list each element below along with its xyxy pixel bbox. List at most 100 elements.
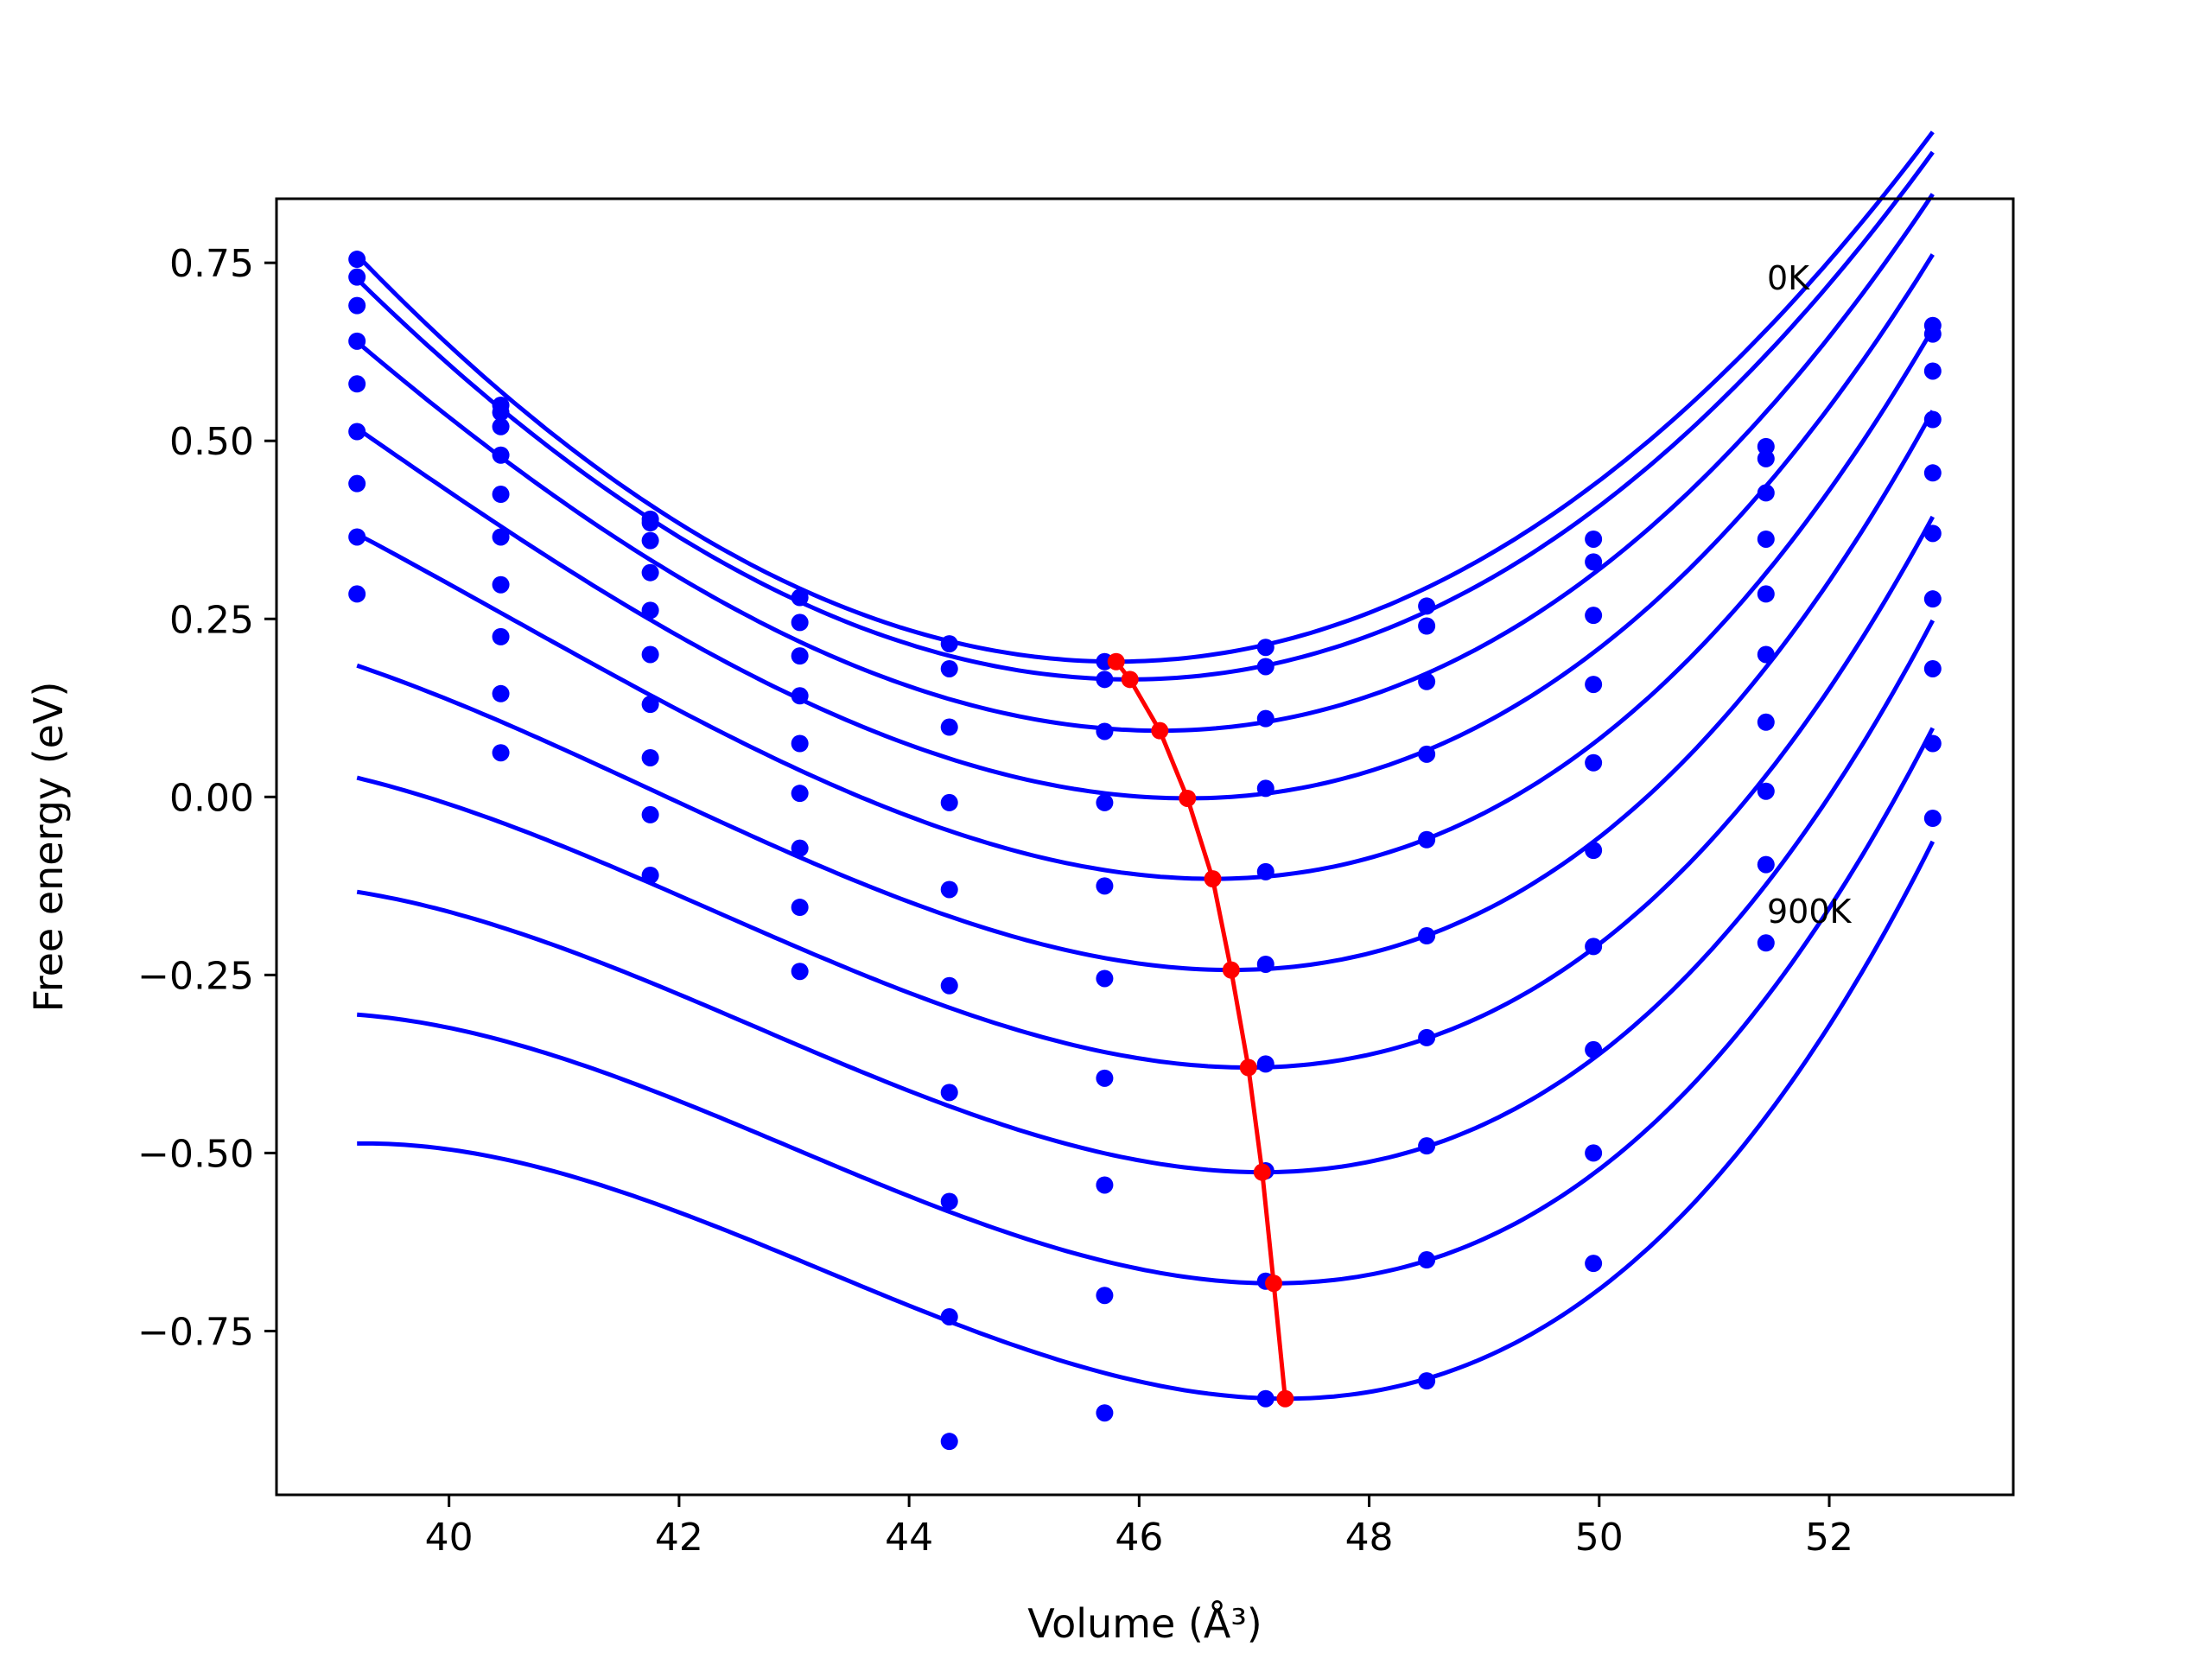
- data-point-s8-x3: [641, 748, 659, 766]
- data-point-s6-x3: [641, 645, 659, 664]
- fit-curve-2: [355, 150, 1935, 682]
- data-point-s9-x4: [791, 963, 809, 981]
- data-point-s8-x1: [348, 528, 366, 546]
- data-point-s5-x10: [1757, 585, 1775, 603]
- data-point-s6-x1: [348, 423, 366, 441]
- data-point-s9-x5: [940, 1307, 958, 1325]
- equilibrium-point-3: [1151, 721, 1169, 740]
- x-tick-label: 46: [1115, 1516, 1163, 1560]
- x-axis-label: Volume (Å³): [1027, 1600, 1262, 1647]
- equilibrium-path-line: [1114, 660, 1287, 1399]
- fit-curve-10: [357, 840, 1936, 1402]
- data-point-s10-x11: [1923, 810, 1942, 828]
- equilibrium-point-2: [1121, 671, 1139, 689]
- y-tick-label: −0.75: [137, 1310, 254, 1354]
- fit-curve-1: [355, 130, 1935, 664]
- data-point-s3-x8: [1418, 672, 1436, 690]
- data-point-s2-x10: [1757, 449, 1775, 467]
- data-point-s9-x3: [641, 805, 659, 823]
- data-point-s9-x6: [1096, 1287, 1114, 1305]
- data-point-s9-x9: [1585, 1144, 1603, 1162]
- data-point-s5-x8: [1418, 830, 1436, 849]
- data-point-s6-x9: [1585, 842, 1603, 860]
- data-point-s5-x5: [940, 880, 958, 899]
- y-tick-label: 0.25: [169, 598, 254, 642]
- data-point-s9-x2: [492, 684, 510, 702]
- data-point-s10-x3: [641, 866, 659, 884]
- data-point-s4-x5: [940, 793, 958, 811]
- data-point-s2-x6: [1096, 671, 1114, 689]
- data-point-s5-x7: [1256, 862, 1274, 880]
- data-point-s3-x11: [1923, 362, 1942, 380]
- data-point-s1-x5: [940, 635, 958, 653]
- data-point-s10-x2: [492, 744, 510, 762]
- fit-curve-3: [355, 193, 1935, 734]
- fit-curve-5: [356, 327, 1935, 881]
- data-point-s5-x6: [1096, 877, 1114, 895]
- data-point-s3-x2: [492, 417, 510, 435]
- equilibrium-point-4: [1179, 789, 1197, 807]
- data-point-s5-x9: [1585, 753, 1603, 772]
- data-point-s6-x10: [1757, 645, 1775, 664]
- data-point-s8-x8: [1418, 1137, 1436, 1155]
- data-point-s7-x1: [348, 474, 366, 493]
- data-point-s7-x4: [791, 839, 809, 857]
- data-point-s4-x11: [1923, 410, 1942, 429]
- equilibrium-point-10: [1276, 1389, 1294, 1408]
- equilibrium-point-9: [1265, 1274, 1283, 1293]
- data-point-s7-x9: [1585, 938, 1603, 956]
- data-point-s8-x10: [1757, 782, 1775, 800]
- data-point-s4-x6: [1096, 793, 1114, 811]
- fit-curve-9: [357, 727, 1936, 1286]
- data-point-s4-x3: [641, 563, 659, 582]
- data-point-s3-x7: [1256, 709, 1274, 728]
- plot-frame: [275, 197, 2015, 1497]
- data-point-s1-x1: [348, 251, 366, 269]
- data-point-s10-x8: [1418, 1372, 1436, 1390]
- data-point-s8-x2: [492, 627, 510, 645]
- data-point-s3-x3: [641, 531, 659, 550]
- data-point-s7-x8: [1418, 1028, 1436, 1046]
- data-point-s1-x4: [791, 588, 809, 607]
- fit-curve-8: [356, 619, 1936, 1175]
- data-point-s7-x7: [1256, 1055, 1274, 1073]
- data-point-s4-x2: [492, 446, 510, 464]
- data-point-s6-x4: [791, 785, 809, 803]
- data-point-s6-x8: [1418, 927, 1436, 945]
- data-point-s2-x5: [940, 659, 958, 677]
- data-point-s6-x5: [940, 976, 958, 995]
- data-point-s2-x1: [348, 268, 366, 286]
- data-point-s3-x9: [1585, 607, 1603, 625]
- data-point-s7-x6: [1096, 1069, 1114, 1087]
- data-point-s5-x3: [641, 601, 659, 620]
- data-point-s3-x6: [1096, 722, 1114, 741]
- data-point-s4-x7: [1256, 779, 1274, 798]
- data-point-s9-x11: [1923, 734, 1942, 753]
- data-point-s10-x7: [1256, 1389, 1274, 1408]
- data-point-s9-x1: [348, 585, 366, 603]
- y-tick-label: 0.50: [169, 420, 254, 464]
- data-point-s1-x8: [1418, 597, 1436, 615]
- x-tick-label: 44: [885, 1516, 933, 1560]
- data-point-s4-x1: [348, 332, 366, 350]
- y-axis-label: Free energy (eV): [25, 682, 72, 1013]
- data-point-s8-x4: [791, 899, 809, 917]
- data-point-s2-x8: [1418, 617, 1436, 635]
- y-tick-label: 0.00: [169, 776, 254, 820]
- data-point-s4-x10: [1757, 530, 1775, 548]
- data-point-s4-x9: [1585, 676, 1603, 694]
- fit-curve-4: [355, 253, 1935, 801]
- data-point-s10-x10: [1757, 934, 1775, 952]
- fit-curve-7: [356, 515, 1935, 1070]
- data-point-s8-x11: [1923, 659, 1942, 677]
- equilibrium-point-8: [1253, 1163, 1271, 1181]
- fit-curve-6: [356, 410, 1935, 973]
- data-point-s1-x9: [1585, 530, 1603, 548]
- data-point-s7-x5: [940, 1084, 958, 1102]
- data-point-s5-x2: [492, 486, 510, 504]
- data-point-s2-x4: [791, 613, 809, 632]
- data-point-s2-x2: [492, 404, 510, 422]
- data-point-s3-x5: [940, 718, 958, 736]
- data-point-s7-x10: [1757, 713, 1775, 731]
- data-point-s2-x11: [1923, 325, 1942, 343]
